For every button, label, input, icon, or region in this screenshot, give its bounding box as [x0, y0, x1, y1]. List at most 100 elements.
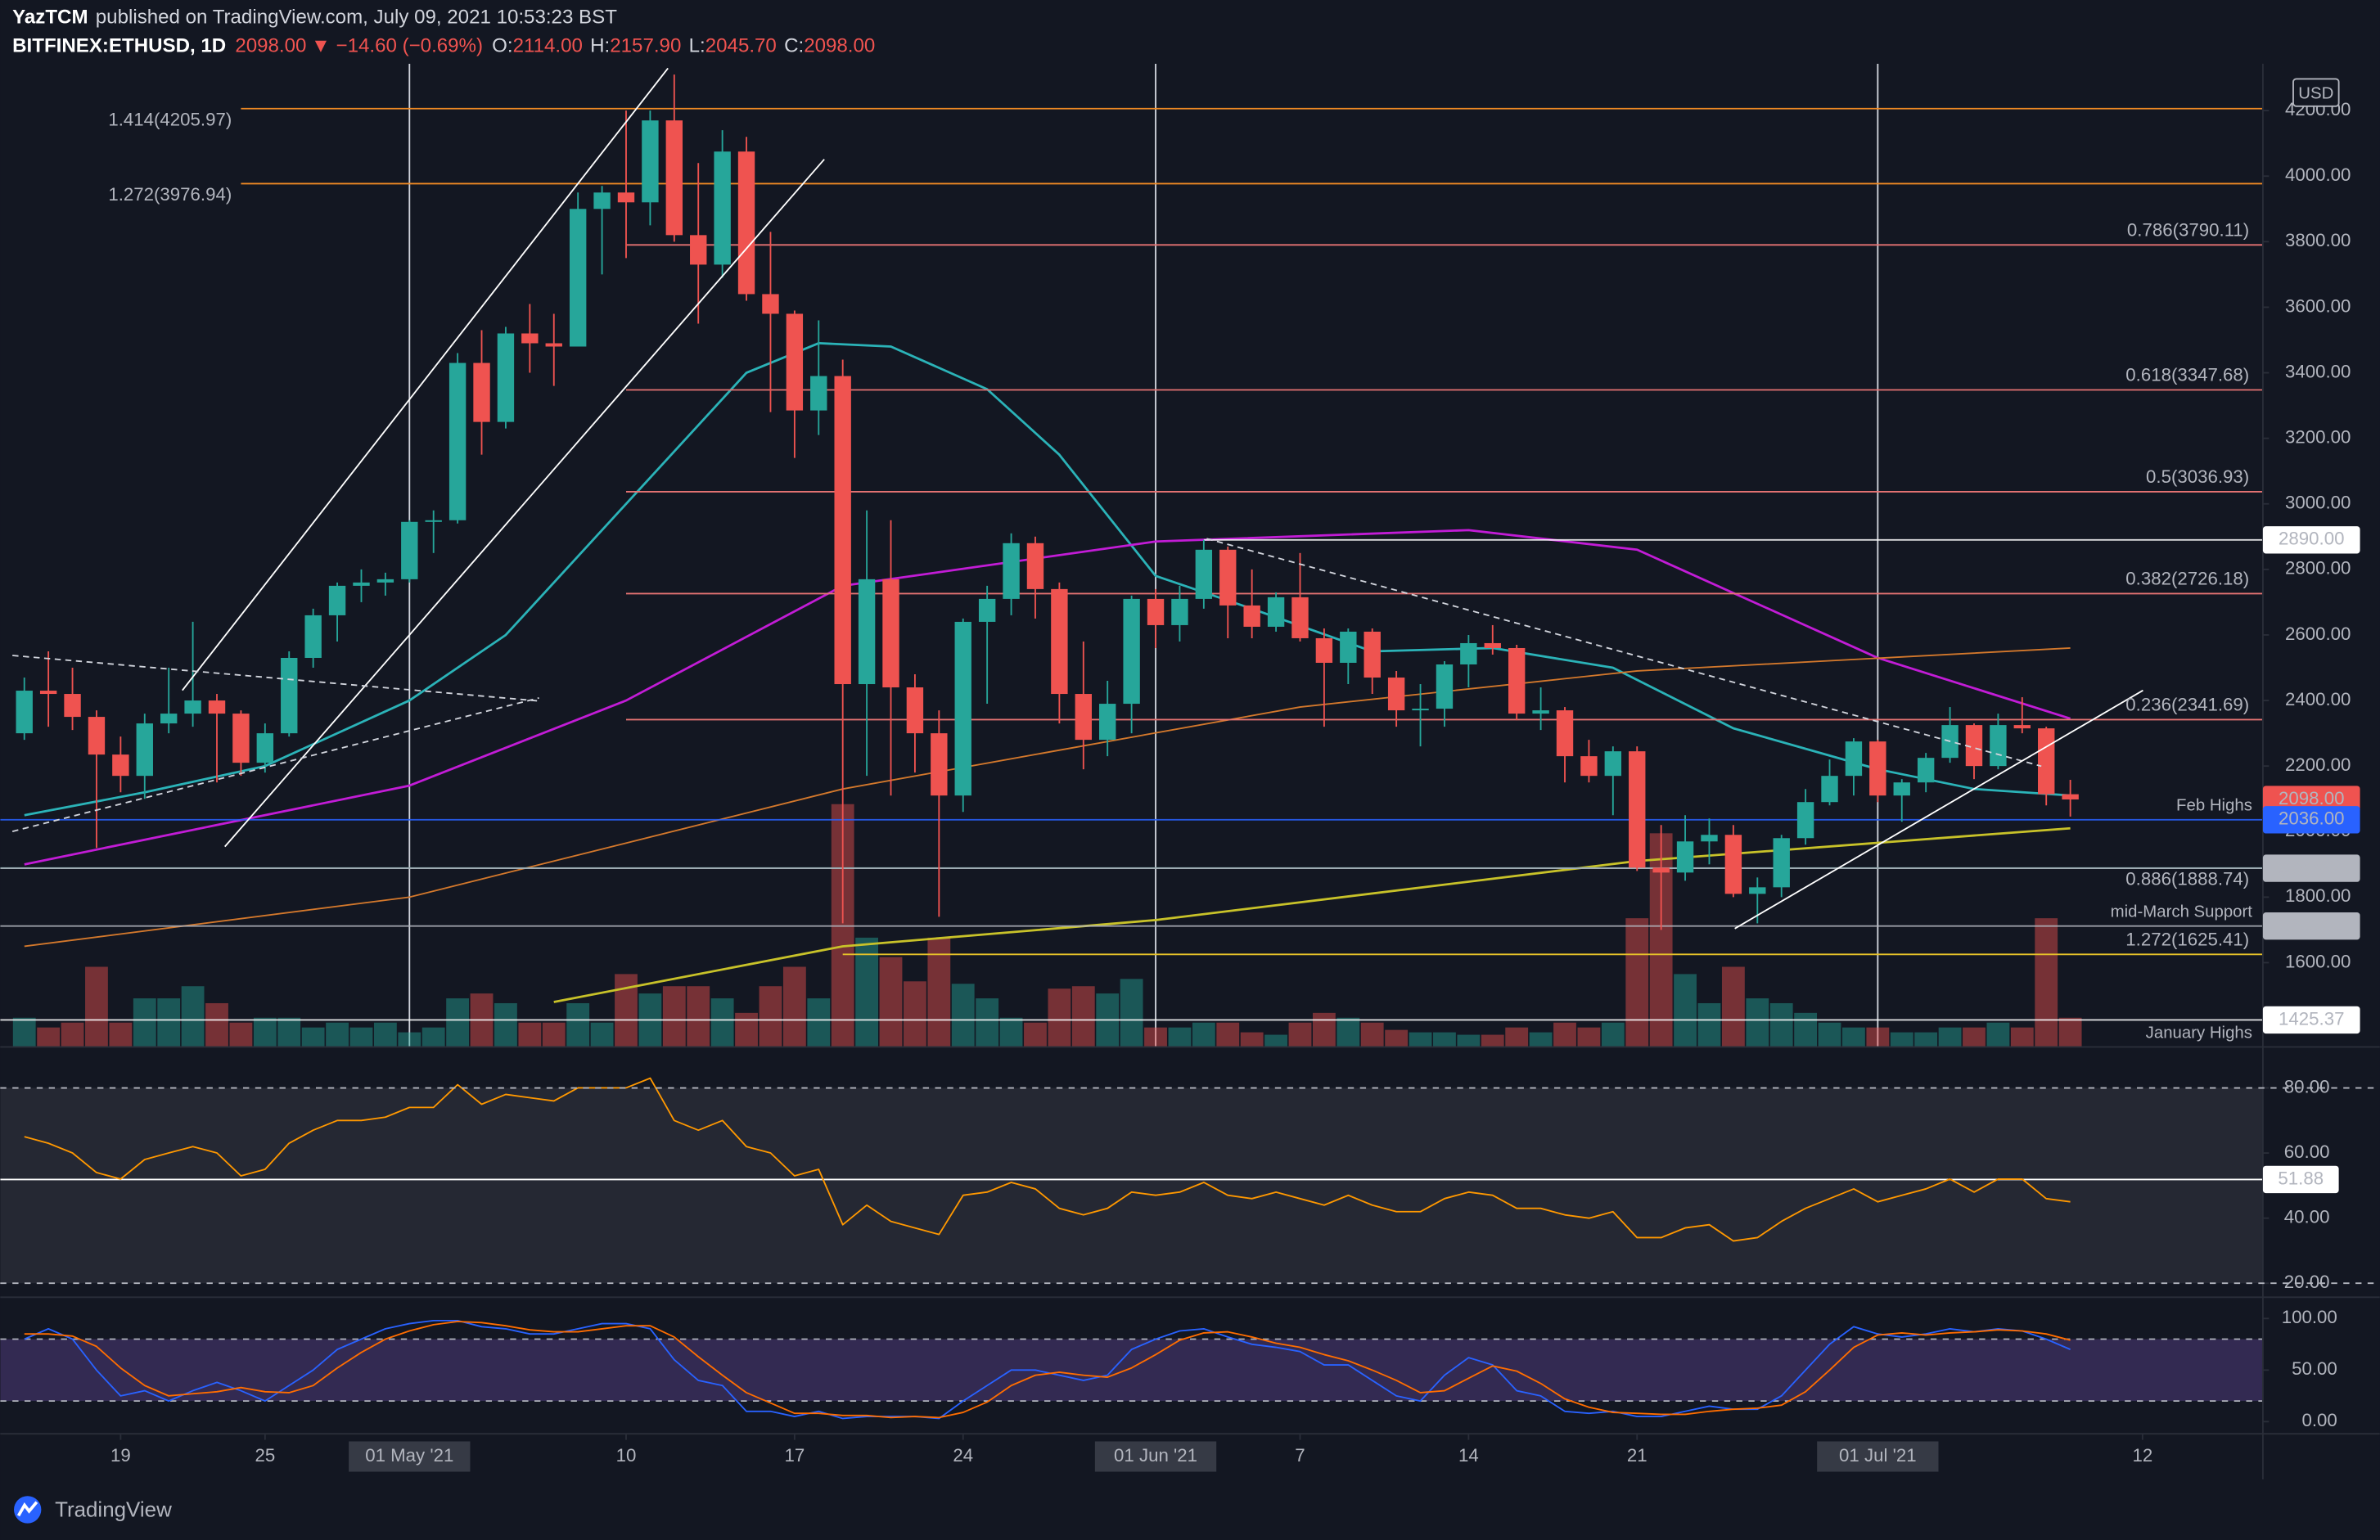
candle-body — [1123, 598, 1140, 705]
trend-line — [11, 697, 539, 832]
volume-bar — [2010, 1027, 2034, 1047]
level-label: 1.272(1625.41) — [2125, 929, 2249, 949]
price-tag-label: 1425.37 — [2279, 1008, 2344, 1029]
volume-bar — [301, 1027, 325, 1047]
candle-body — [1724, 835, 1742, 894]
price-tag — [2262, 854, 2360, 882]
volume-bar — [1360, 1022, 1384, 1047]
candle-body — [762, 294, 779, 314]
volume-bar — [1024, 1022, 1047, 1047]
candle-body — [1965, 725, 1983, 767]
rsi-line — [24, 1077, 2071, 1242]
volume-bar — [373, 1022, 397, 1047]
volume-bar — [133, 998, 156, 1047]
date-label: 01 Jun '21 — [1114, 1445, 1197, 1466]
volume-bar — [879, 957, 903, 1047]
volume-bar — [253, 1017, 277, 1047]
volume-bar — [1721, 966, 1745, 1047]
x-tick-label: 25 — [255, 1445, 275, 1466]
candle-body — [1604, 751, 1622, 777]
candle-body — [1580, 756, 1598, 777]
symbol-line: BITFINEX:ETHUSD, 1D 2098.00 ▼ −14.60 (−0.6… — [12, 35, 875, 57]
candle-body — [569, 209, 587, 347]
volume-bar — [61, 1022, 84, 1047]
volume-bar — [1168, 1027, 1192, 1047]
candle-body — [1460, 642, 1477, 665]
candle-body — [1821, 776, 1838, 803]
volume-bar — [1938, 1027, 1962, 1047]
volume-bar — [1769, 1002, 1793, 1047]
price-pane — [0, 63, 2263, 1047]
candle-body — [328, 585, 346, 615]
volume-bar — [1553, 1022, 1576, 1047]
level-label: 0.5(3036.93) — [2146, 466, 2249, 487]
candle-body — [810, 376, 827, 411]
candle-body — [665, 120, 683, 236]
stoch-line — [24, 1319, 2071, 1420]
volume-bar — [229, 1022, 253, 1047]
candle-body — [1508, 647, 1526, 714]
candle-body — [1075, 694, 1092, 741]
trend-line — [182, 67, 669, 691]
symbol: BITFINEX:ETHUSD, 1D — [12, 35, 226, 57]
line-note: January Highs — [2146, 1024, 2252, 1042]
y-tick-label: 80.00 — [2284, 1076, 2330, 1096]
y-tick-label: 40.00 — [2284, 1207, 2330, 1227]
volume-bar — [1192, 1022, 1215, 1047]
y-tick-label: 3400.00 — [2285, 361, 2351, 381]
x-tick-label: 19 — [110, 1445, 131, 1466]
y-tick-label: 3200.00 — [2285, 427, 2351, 448]
candle-body — [88, 717, 106, 755]
candle-body — [690, 235, 707, 265]
candle-body — [545, 343, 562, 347]
y-tick-label: 2800.00 — [2285, 558, 2351, 579]
volume-bar — [1986, 1022, 2010, 1047]
candle-body — [954, 621, 971, 796]
volume-bar — [277, 1017, 301, 1047]
y-tick-label: 2600.00 — [2285, 624, 2351, 644]
date-label: 01 Jul '21 — [1839, 1445, 1917, 1466]
currency: USD — [2298, 84, 2333, 102]
volume-bar — [1866, 1027, 1890, 1047]
y-tick-label: 1800.00 — [2285, 885, 2351, 906]
drawings — [11, 67, 2143, 930]
volume-bar — [2058, 1017, 2082, 1047]
volume-bar — [1697, 1002, 1721, 1047]
candle-body — [160, 714, 178, 724]
volume-bar — [1433, 1032, 1456, 1047]
volume-bar — [1505, 1027, 1529, 1047]
volume-bar — [976, 998, 999, 1047]
volume-bar — [1312, 1012, 1336, 1047]
candle-body — [497, 333, 515, 422]
volume-bar — [710, 998, 734, 1047]
candle-body — [2038, 728, 2055, 795]
published: published on TradingView.com, July 09, 2… — [96, 7, 617, 29]
y-tick-label: 20.00 — [2284, 1272, 2330, 1292]
candle-body — [906, 687, 924, 734]
volume-bar — [566, 1002, 590, 1047]
candle-body — [1267, 597, 1285, 627]
candle-body — [931, 733, 948, 796]
date-label-box — [1817, 1441, 1939, 1472]
candle-body — [1387, 678, 1405, 711]
candle-body — [1436, 664, 1454, 709]
currency-box — [2292, 78, 2340, 107]
candle-body — [281, 657, 298, 734]
volume-bar — [1890, 1032, 1913, 1047]
price-tag — [2262, 1006, 2360, 1034]
volume-bar — [1240, 1032, 1264, 1047]
volume-bar — [85, 966, 108, 1047]
volume-bar — [1601, 1022, 1625, 1047]
y-tick-label: 1600.00 — [2285, 951, 2351, 971]
candle-body — [1773, 838, 1790, 888]
volume-bar — [1481, 1034, 1504, 1047]
volume-bar — [326, 1022, 349, 1047]
candle-body — [1749, 887, 1766, 894]
candle-body — [642, 120, 659, 203]
candle-body — [1003, 543, 1020, 599]
line-note: mid-March Support — [2111, 903, 2253, 921]
publish-line: YazTCM published on TradingView.com, July… — [12, 7, 617, 29]
author: YazTCM — [12, 7, 88, 29]
moving-average — [24, 529, 2071, 866]
